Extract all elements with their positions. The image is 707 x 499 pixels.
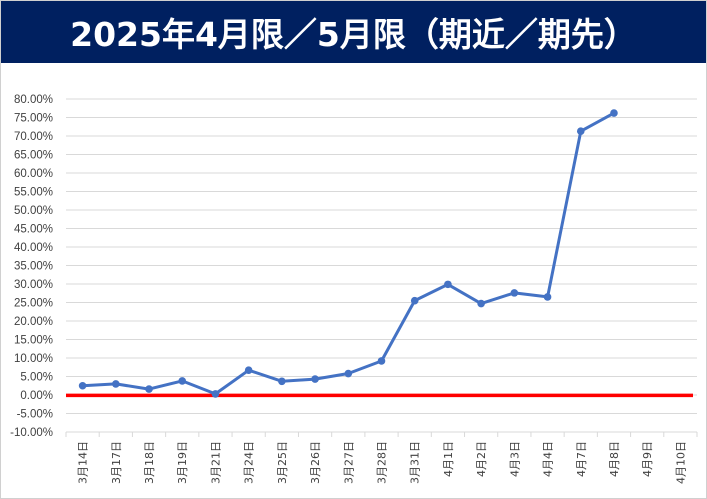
x-tick-label: 4月9日 <box>641 441 654 477</box>
x-tick-label: 4月4日 <box>542 441 555 477</box>
y-tick-label: 5.00% <box>20 372 53 384</box>
data-point <box>410 296 419 305</box>
data-point <box>112 380 120 388</box>
data-point <box>344 369 353 378</box>
title-bar: 2025年4月限／5月限（期近／期先） <box>1 1 706 63</box>
data-point <box>278 377 286 386</box>
y-tick-label: 60.00% <box>14 168 53 180</box>
data-point <box>477 299 485 308</box>
y-tick-label: 20.00% <box>14 316 53 328</box>
data-point <box>211 390 220 398</box>
y-tick-label: 25.00% <box>14 298 53 310</box>
x-tick-label: 3月27日 <box>342 441 355 484</box>
data-point <box>377 357 386 365</box>
y-tick-label: 75.00% <box>14 113 53 125</box>
x-tick-label: 3月24日 <box>243 441 256 484</box>
data-point <box>543 293 552 301</box>
x-tick-label: 4月2日 <box>475 441 488 477</box>
y-tick-label: 30.00% <box>14 279 53 291</box>
x-tick-label: 3月25日 <box>276 441 289 484</box>
x-tick-label: 4月7日 <box>575 441 588 477</box>
y-tick-label: 50.00% <box>14 205 53 217</box>
x-tick-label: 3月21日 <box>209 441 222 484</box>
x-tick-label: 4月1日 <box>442 441 455 477</box>
y-tick-label: -10.00% <box>10 427 53 439</box>
data-point <box>244 366 253 375</box>
x-tick-label: 3月14日 <box>77 441 90 484</box>
x-tick-label: 3月31日 <box>409 441 422 484</box>
series-line <box>82 111 615 396</box>
x-tick-label: 3月28日 <box>376 441 389 484</box>
x-tick-label: 3月26日 <box>309 441 322 484</box>
data-point <box>510 289 519 297</box>
x-tick-label: 3月17日 <box>110 441 123 484</box>
data-point <box>178 377 187 385</box>
y-tick-label: 10.00% <box>14 353 53 365</box>
y-tick-label: 80.00% <box>14 94 53 106</box>
y-tick-label: 55.00% <box>14 187 53 199</box>
data-point <box>576 127 585 135</box>
data-point <box>145 385 153 393</box>
x-tick-label: 4月3日 <box>508 441 521 477</box>
y-tick-label: 45.00% <box>14 224 53 236</box>
y-tick-label: 15.00% <box>14 335 53 347</box>
x-tick-label: 3月18日 <box>143 441 156 484</box>
y-tick-label: 65.00% <box>14 150 53 162</box>
chart-title: 2025年4月限／5月限（期近／期先） <box>70 15 637 54</box>
x-tick-label: 4月8日 <box>608 441 621 477</box>
y-tick-label: -5.00% <box>17 409 53 421</box>
y-tick-label: 35.00% <box>14 261 53 273</box>
y-tick-label: 40.00% <box>14 242 53 254</box>
data-point <box>311 375 319 383</box>
x-tick-label: 3月19日 <box>176 441 189 484</box>
data-point <box>444 280 452 289</box>
data-point <box>78 381 87 390</box>
data-point <box>610 109 618 117</box>
y-tick-label: 0.00% <box>20 390 53 402</box>
x-tick-label: 4月10日 <box>674 441 687 484</box>
y-tick-label: 70.00% <box>14 131 53 143</box>
